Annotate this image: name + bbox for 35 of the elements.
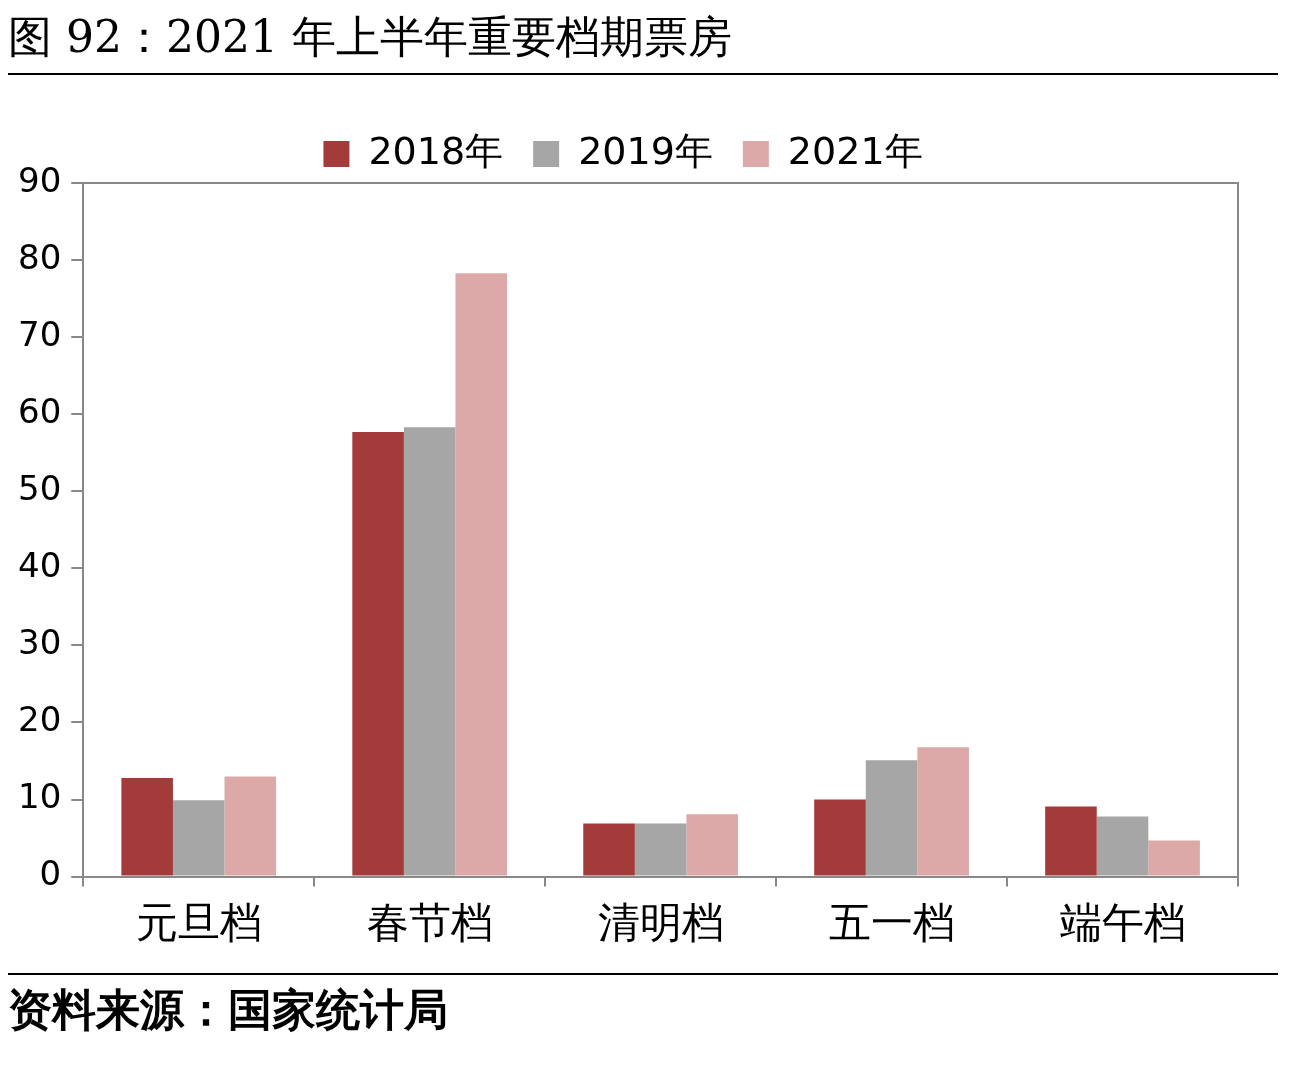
x-tick-label: 五一档 (828, 897, 955, 947)
bar (403, 427, 456, 876)
bar (686, 814, 738, 876)
legend-label: 2019年 (578, 128, 713, 173)
x-tick-label: 元旦档 (135, 897, 262, 947)
y-tick-label: 90 (18, 159, 62, 200)
y-tick-label: 50 (18, 468, 62, 509)
bar (917, 747, 969, 876)
y-tick-label: 60 (18, 391, 62, 432)
bar (172, 800, 225, 876)
bar (634, 823, 687, 876)
x-tick-label: 清明档 (597, 897, 724, 947)
bar (814, 799, 866, 876)
y-tick-label: 30 (18, 622, 62, 663)
bar (352, 431, 404, 876)
text: 资料来源：国家统计局 (8, 983, 449, 1037)
bar (1148, 840, 1200, 876)
y-tick-label: 10 (18, 776, 62, 817)
y-tick-label: 20 (18, 699, 62, 740)
y-tick-label: 40 (18, 545, 62, 586)
y-tick-label: 70 (18, 313, 62, 354)
y-tick-label: 80 (18, 236, 62, 277)
bar (1096, 816, 1149, 876)
x-tick-label: 端午档 (1059, 897, 1186, 947)
bar (1045, 806, 1097, 876)
bar (121, 777, 173, 876)
bar (583, 823, 635, 876)
x-tick-label: 春节档 (366, 897, 493, 947)
bar (455, 273, 508, 876)
y-tick-label: 0 (39, 853, 62, 894)
bar (224, 776, 277, 876)
legend-label: 2021年 (787, 128, 923, 173)
chart-title: 图 92：2021 年上半年重要档期票房 (8, 8, 1278, 75)
legend-label: 2018年 (368, 128, 504, 173)
bar (865, 760, 918, 876)
